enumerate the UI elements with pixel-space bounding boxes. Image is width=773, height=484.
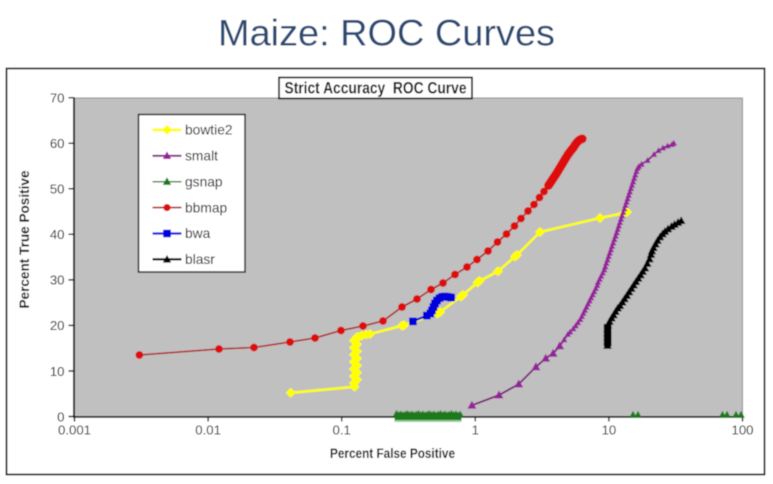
svg-text:gsnap: gsnap: [185, 174, 223, 189]
svg-text:0.01: 0.01: [195, 423, 221, 438]
svg-text:bwa: bwa: [185, 226, 211, 241]
svg-text:0: 0: [57, 409, 64, 424]
svg-text:40: 40: [50, 227, 65, 242]
svg-text:30: 30: [50, 273, 65, 288]
svg-text:10: 10: [602, 423, 617, 438]
svg-text:Strict Accuracy ROC Curve: Strict Accuracy ROC Curve: [285, 79, 467, 97]
svg-text:Maize: ROC Curves: Maize: ROC Curves: [218, 12, 555, 53]
svg-text:bowtie2: bowtie2: [185, 123, 233, 138]
svg-text:100: 100: [731, 423, 753, 438]
svg-text:20: 20: [50, 318, 65, 333]
svg-text:Percent False Positive: Percent False Positive: [330, 446, 455, 461]
svg-text:1: 1: [472, 423, 479, 438]
svg-text:10: 10: [50, 364, 65, 379]
svg-text:bbmap: bbmap: [185, 200, 228, 215]
svg-text:smalt: smalt: [185, 149, 218, 164]
svg-text:70: 70: [50, 91, 65, 106]
svg-text:0.001: 0.001: [58, 423, 91, 438]
svg-text:blasr: blasr: [185, 252, 215, 267]
svg-text:50: 50: [50, 182, 65, 197]
svg-text:0.1: 0.1: [333, 423, 351, 438]
svg-text:Percent True Positive: Percent True Positive: [17, 170, 32, 308]
svg-text:60: 60: [50, 136, 65, 151]
